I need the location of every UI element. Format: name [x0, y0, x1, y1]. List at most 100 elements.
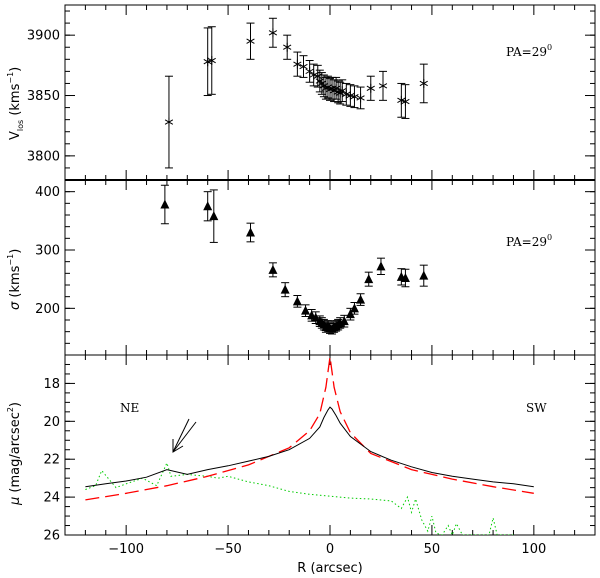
asterisk-stroke	[350, 94, 359, 100]
pa-annotation-top-text: PA=29	[506, 45, 547, 59]
profile-dashed-line	[85, 356, 534, 501]
ylabel-velocity-sub: los	[16, 120, 25, 131]
plot-series	[85, 17, 534, 535]
asterisk-stroke	[207, 57, 216, 64]
sigma-point	[209, 211, 219, 221]
velocity-point	[299, 62, 308, 72]
axis-ticks: −100 −50 0 50 100 3800 3850 3900 200 300 400 18 20 22…	[27, 5, 595, 557]
y-tick-label: 3850	[27, 89, 60, 104]
y-tick-label: 26	[43, 529, 60, 544]
velocity-point	[207, 56, 216, 66]
arrow-shaft	[172, 421, 197, 453]
ylabel-mu-unit: (mag/arcsec	[8, 412, 23, 497]
velocity-point	[378, 81, 388, 91]
sigma-point	[345, 309, 355, 319]
sigma-point	[203, 201, 213, 211]
y-tick-label: 3900	[27, 29, 60, 44]
asterisk-stroke	[317, 80, 326, 87]
asterisk-stroke	[378, 83, 388, 89]
velocity-point	[401, 97, 410, 107]
y-tick-label: 300	[35, 244, 60, 259]
panel-frame-bottom	[64, 354, 596, 536]
arrow-head	[172, 439, 184, 453]
velocity-point	[356, 93, 365, 103]
sigma-point	[364, 274, 374, 284]
asterisk-stroke	[327, 85, 337, 91]
ylabel-velocity-sup: −1	[6, 72, 15, 84]
velocity-point	[283, 42, 292, 52]
y-tick-label: 20	[43, 415, 60, 430]
ylabel-sigma-main: σ	[8, 301, 23, 310]
velocity-point	[164, 117, 174, 127]
feature-arrow	[172, 418, 197, 453]
pa-annotation-top-sup: 0	[547, 43, 552, 52]
pa-annotation-middle-text: PA=29	[506, 235, 547, 249]
pa-annotation-top: PA=290	[506, 43, 552, 59]
asterisk-stroke	[268, 30, 278, 36]
ylabel-velocity-main: V	[8, 131, 23, 140]
velocity-point	[336, 88, 345, 98]
ylabel-velocity: Vlos (kms−1)	[6, 67, 25, 140]
y-tick-label: 200	[35, 302, 60, 317]
asterisk-stroke	[299, 63, 308, 70]
velocity-point	[268, 28, 278, 38]
velocity-point	[246, 36, 255, 46]
sigma-point	[349, 303, 359, 313]
label-sw: SW	[526, 401, 547, 415]
asterisk-stroke	[401, 98, 410, 105]
asterisk-stroke	[346, 92, 355, 99]
asterisk-stroke	[336, 90, 345, 96]
pa-annotation-middle-sup: 0	[547, 233, 552, 242]
ylabel-mu-sup: 2	[6, 407, 15, 412]
asterisk-stroke	[338, 88, 347, 94]
asterisk-stroke	[305, 68, 314, 75]
x-tick-label: 0	[326, 542, 334, 557]
sigma-point	[292, 296, 302, 306]
sigma-point	[311, 312, 321, 322]
label-ne: NE	[120, 401, 139, 415]
y-tick-label: 18	[43, 377, 60, 392]
ylabel-sigma-unit: (kms	[8, 265, 23, 301]
x-tick-label: −50	[214, 542, 241, 557]
velocity-point	[338, 86, 347, 96]
sigma-point	[160, 199, 170, 209]
velocity-point	[293, 59, 302, 69]
x-tick-label: 50	[424, 542, 441, 557]
asterisk-stroke	[246, 38, 255, 44]
sigma-point	[339, 316, 349, 326]
asterisk-stroke	[366, 85, 375, 91]
xlabel: R (arcsec)	[297, 561, 362, 576]
sigma-point	[419, 270, 429, 280]
asterisk-stroke	[283, 44, 292, 50]
sigma-point	[301, 305, 311, 315]
arrow-shaft-2	[172, 418, 190, 453]
y-tick-label: 400	[35, 185, 60, 200]
asterisk-stroke	[309, 72, 318, 78]
sigma-point	[400, 273, 410, 282]
ylabel-sigma: σ (kms−1)	[6, 249, 23, 310]
profile-dotted-line	[85, 461, 514, 535]
asterisk-stroke	[331, 85, 341, 91]
sigma-point	[268, 264, 278, 274]
ylabel-mu: μ (mag/arcsec2)	[6, 402, 23, 506]
velocity-point	[366, 83, 375, 93]
asterisk-stroke	[323, 84, 333, 90]
sigma-point	[356, 294, 366, 304]
velocity-point	[305, 66, 314, 76]
ylabel-sigma-sup: −1	[6, 254, 15, 266]
y-tick-label: 22	[43, 453, 60, 468]
asterisk-stroke	[319, 83, 329, 89]
asterisk-stroke	[356, 95, 365, 101]
asterisk-stroke	[419, 80, 428, 87]
x-tick-label: −100	[108, 542, 144, 557]
velocity-point	[419, 78, 428, 88]
ylabel-velocity-unit: (kms	[8, 83, 23, 119]
y-tick-label: 24	[43, 491, 60, 506]
asterisk-stroke	[293, 61, 302, 67]
ylabel-mu-main: μ	[8, 497, 23, 506]
x-tick-label: 100	[521, 542, 546, 557]
asterisk-stroke	[329, 88, 339, 94]
asterisk-stroke	[164, 119, 174, 125]
asterisk-stroke	[342, 91, 351, 97]
